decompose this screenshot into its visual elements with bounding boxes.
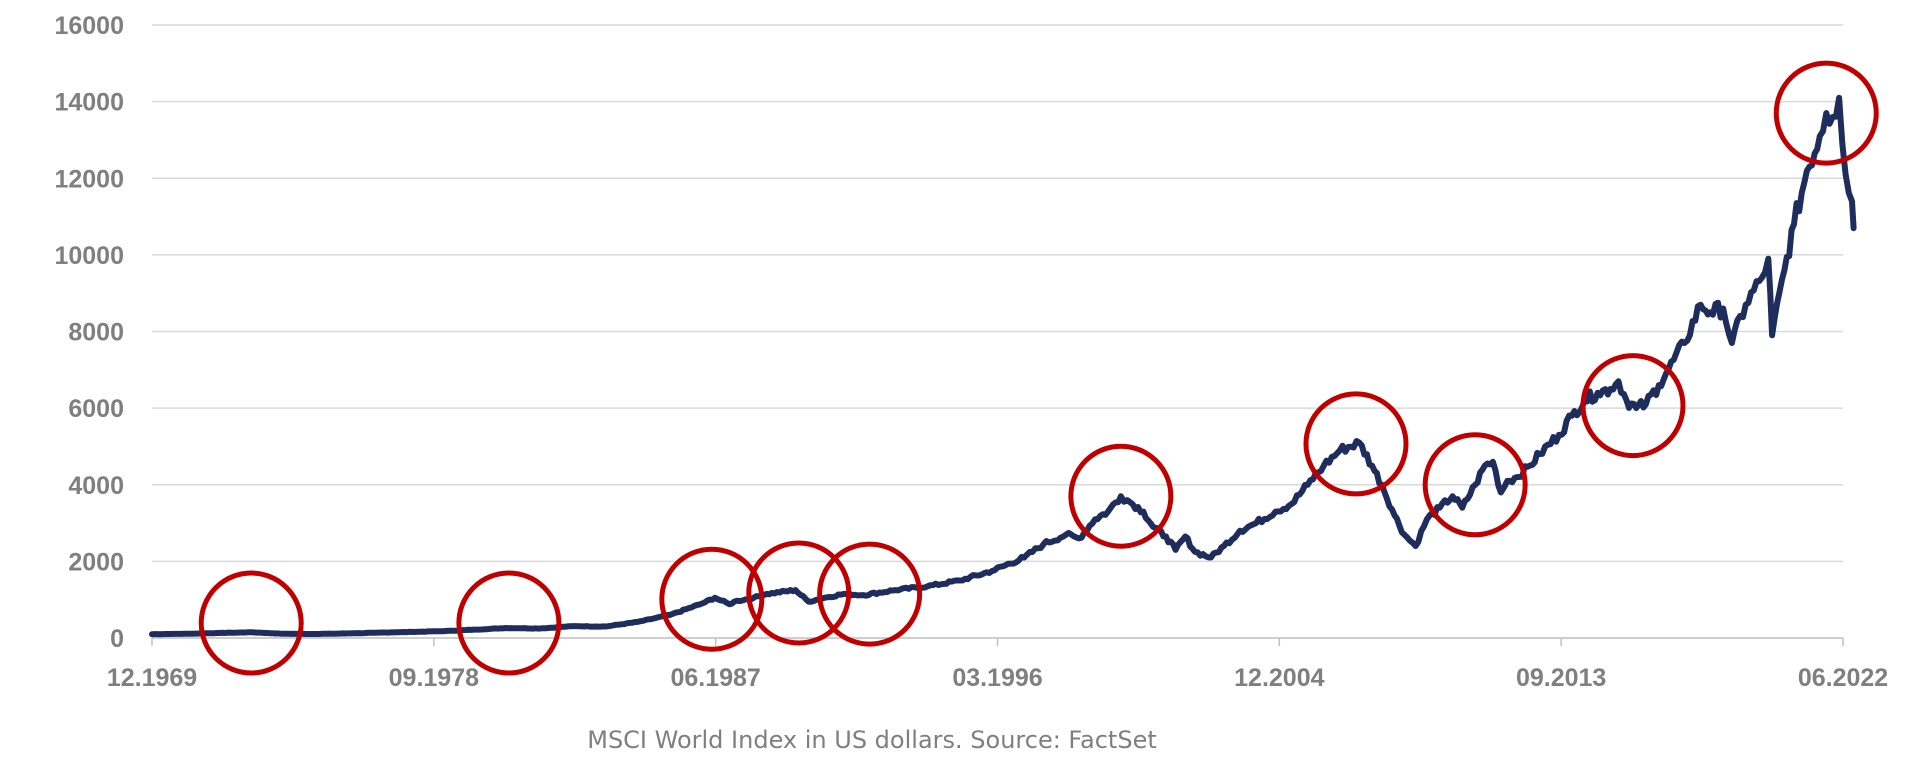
y-tick-label: 8000 [68,319,124,347]
y-tick-label: 4000 [68,472,124,500]
y-tick-label: 14000 [54,89,124,117]
y-tick-label: 10000 [54,242,124,270]
x-tick-label: 06.1987 [670,664,760,692]
x-tick-label: 03.1996 [952,664,1042,692]
x-tick-label: 06.2022 [1798,664,1888,692]
highlight-circle [1068,443,1174,549]
highlight-circle [1422,432,1528,538]
y-tick-label: 16000 [54,12,124,40]
highlight-circle [746,540,852,646]
x-tick-label: 09.1978 [389,664,479,692]
highlight-circle [1303,391,1409,497]
highlight-circle [456,570,562,676]
gridlines [152,24,1843,639]
source-note: MSCI World Index in US dollars. Source: … [587,726,1157,754]
y-tick-label: 12000 [54,165,124,193]
series-layer [149,94,1857,638]
highlight-circle [659,546,765,652]
x-tick-label: 12.2004 [1234,664,1324,692]
x-axis-ticks: 12.1969 09.1978 06.1987 03.1996 12.2004 09.20… [107,638,1888,692]
series-line [149,94,1857,638]
x-tick-label: 09.2013 [1516,664,1606,692]
highlight-circle [817,541,923,647]
highlight-circle [1773,60,1879,166]
y-axis-ticks: 0 2000 4000 6000 8000 10000 12000 14000 16000 [54,12,124,653]
x-tick-label: 12.1969 [107,664,197,692]
highlight-circle [1580,353,1686,459]
y-tick-label: 6000 [68,395,124,423]
y-tick-label: 2000 [68,548,124,576]
y-tick-label: 0 [110,625,124,653]
highlight-circle [198,570,304,676]
highlight-circles [198,60,1879,676]
